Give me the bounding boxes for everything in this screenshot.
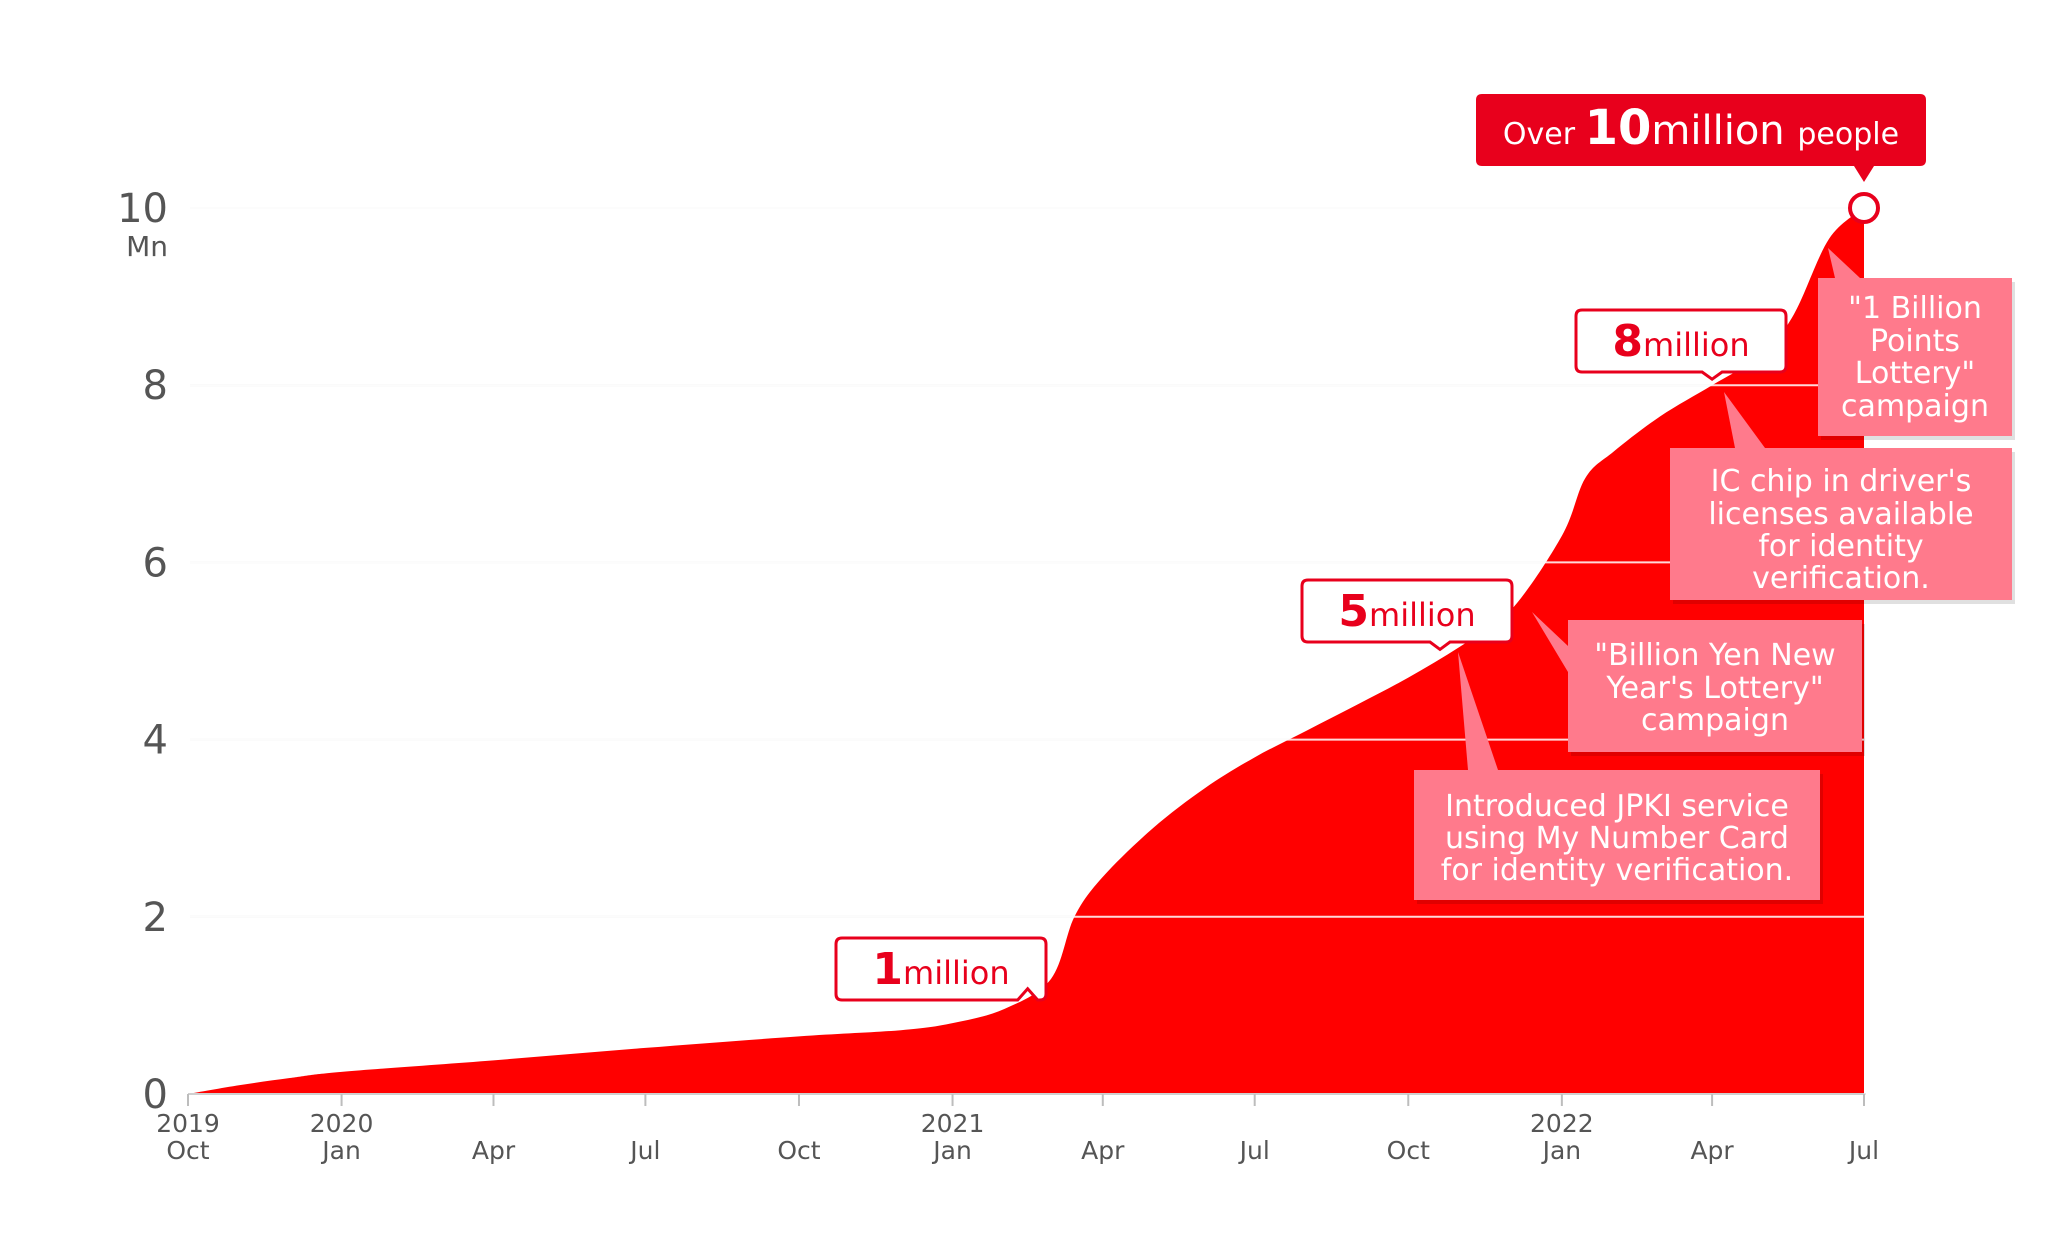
annotation-box bbox=[1670, 448, 2012, 600]
x-tick-year-label: 2019 bbox=[156, 1109, 220, 1138]
y-tick-label: 10 bbox=[117, 186, 168, 232]
annotation-text-line: Introduced JPKI service bbox=[1445, 789, 1789, 824]
x-tick-month-label: Oct bbox=[166, 1136, 209, 1165]
y-tick-label: 2 bbox=[143, 895, 168, 941]
milestone-number: 5 bbox=[1338, 586, 1369, 637]
x-tick-year-label: 2022 bbox=[1530, 1109, 1594, 1138]
annotation-text-line: IC chip in driver's bbox=[1711, 464, 1972, 499]
x-tick-month-label: Jul bbox=[1238, 1136, 1270, 1165]
y-tick-label: 0 bbox=[143, 1072, 168, 1118]
annotation-pointer bbox=[1724, 392, 1765, 448]
annotation-pointer bbox=[1458, 652, 1498, 770]
x-tick-month-label: Jan bbox=[1541, 1136, 1582, 1165]
annotation-text-line: Lottery" bbox=[1855, 356, 1975, 391]
headline-middle: million bbox=[1651, 108, 1797, 154]
x-tick-month-label: Oct bbox=[1387, 1136, 1430, 1165]
x-tick-month-label: Apr bbox=[1690, 1136, 1734, 1165]
y-tick-label: 4 bbox=[143, 718, 168, 764]
milestone-word: million bbox=[903, 954, 1010, 992]
headline-callout-box: Over 10million people bbox=[1476, 94, 1926, 182]
milestone-word: million bbox=[1369, 596, 1476, 634]
annotation-box bbox=[1568, 620, 1862, 752]
annotation-box bbox=[1414, 770, 1820, 900]
milestone-number: 1 bbox=[872, 944, 903, 995]
y-unit-label: Mn bbox=[126, 230, 168, 263]
headline-box bbox=[1476, 94, 1926, 182]
milestone-5-million: 5million bbox=[1300, 578, 1514, 652]
annotation-pointer bbox=[1532, 612, 1568, 672]
milestone-box bbox=[1574, 308, 1788, 382]
milestone-box bbox=[834, 936, 1048, 1002]
x-tick-month-label: Apr bbox=[1081, 1136, 1125, 1165]
x-tick-month-label: Jan bbox=[320, 1136, 361, 1165]
milestone-8-million: 8million bbox=[1574, 308, 1788, 382]
x-tick-year-label: 2021 bbox=[921, 1109, 985, 1138]
y-tick-label: 8 bbox=[143, 363, 168, 409]
annotation-text-line: Year's Lottery" bbox=[1605, 671, 1823, 706]
annotation-text-line: for identity verification. bbox=[1441, 853, 1793, 888]
milestone-number: 8 bbox=[1612, 316, 1643, 367]
annotation-pointer bbox=[1828, 248, 1860, 278]
headline-number: 10 bbox=[1585, 100, 1652, 156]
y-tick-label: 6 bbox=[143, 540, 168, 586]
milestone-box bbox=[1300, 578, 1514, 652]
x-tick-month-label: Jul bbox=[1847, 1136, 1879, 1165]
annotation-text-line: campaign bbox=[1641, 703, 1789, 738]
x-tick-month-label: Jul bbox=[628, 1136, 660, 1165]
milestone-label: 1million bbox=[872, 944, 1009, 995]
annotation-text-line: verification. bbox=[1752, 561, 1930, 596]
annotation-text-line: using My Number Card bbox=[1445, 821, 1789, 856]
milestone-word: million bbox=[1643, 326, 1750, 364]
milestone-label: 8million bbox=[1612, 316, 1749, 367]
annotation-box bbox=[1818, 278, 2012, 436]
annotation-text-line: Points bbox=[1870, 324, 1960, 359]
headline-callout: Over 10million people bbox=[1476, 94, 1926, 224]
headline-text: Over 10million people bbox=[1503, 100, 1899, 156]
annotation-text-line: licenses available bbox=[1708, 497, 1973, 532]
annotation-text-line: "Billion Yen New bbox=[1594, 638, 1835, 673]
x-tick-month-label: Oct bbox=[777, 1136, 820, 1165]
endpoint-marker bbox=[1848, 192, 1880, 224]
x-tick-month-label: Apr bbox=[472, 1136, 516, 1165]
grid-lines-over-area bbox=[190, 207, 1866, 918]
x-tick-year-label: 2020 bbox=[310, 1109, 374, 1138]
annotation-text-line: "1 Billion bbox=[1848, 291, 1982, 326]
milestone-label: 5million bbox=[1338, 586, 1475, 637]
annotation-text-line: campaign bbox=[1841, 389, 1989, 424]
headline-prefix: Over bbox=[1503, 117, 1585, 152]
headline-suffix: people bbox=[1797, 117, 1899, 152]
milestone-1-million: 1million bbox=[834, 936, 1048, 1002]
x-tick-month-label: Jan bbox=[931, 1136, 972, 1165]
annotation-text-line: for identity bbox=[1758, 529, 1923, 564]
